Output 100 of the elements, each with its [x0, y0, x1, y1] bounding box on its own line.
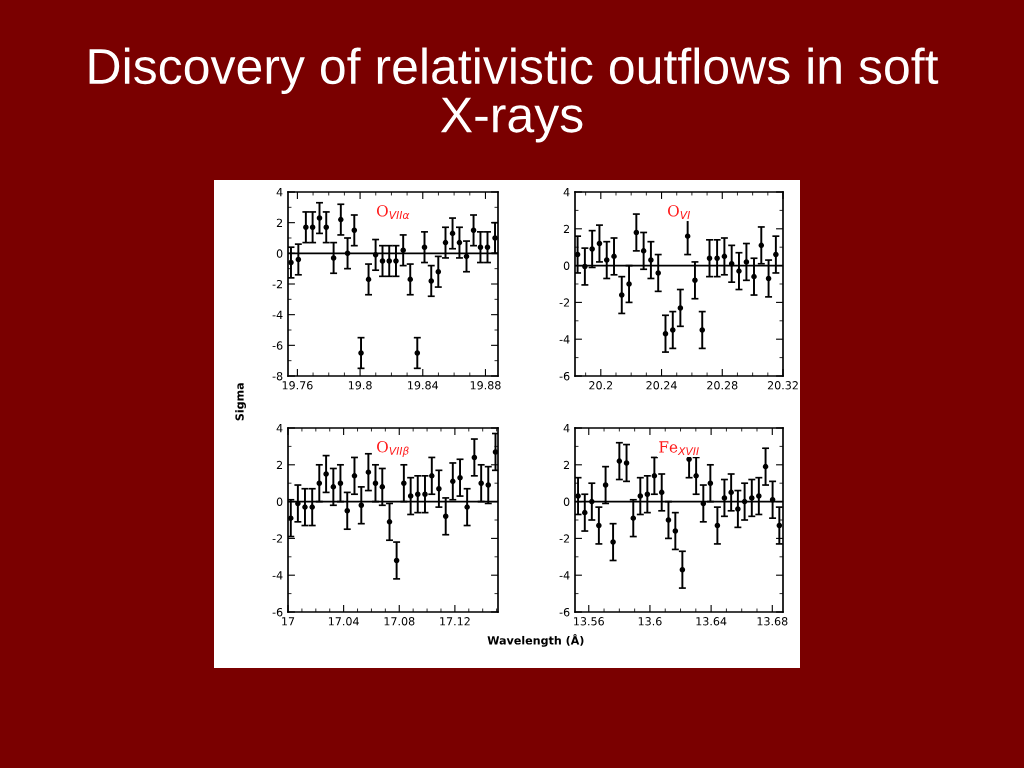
- point: [428, 278, 435, 284]
- y-tick-label: 0: [276, 497, 283, 506]
- point: [677, 305, 684, 311]
- point: [603, 257, 610, 263]
- point: [358, 502, 365, 509]
- point: [372, 252, 379, 258]
- point: [743, 259, 750, 265]
- x-tick-label: 20.32: [767, 381, 798, 390]
- y-tick-label: 0: [563, 497, 570, 506]
- y-tick-label: 4: [563, 424, 570, 433]
- point: [596, 240, 603, 247]
- point: [749, 495, 755, 501]
- point: [421, 244, 428, 250]
- x-tick-label: 19.84: [408, 381, 439, 390]
- point: [442, 239, 449, 246]
- x-tick-label: 13.6: [638, 617, 662, 626]
- point: [309, 504, 315, 510]
- y-tick-label: 4: [276, 188, 283, 197]
- x-tick-label: 13.64: [696, 617, 727, 626]
- point: [679, 566, 686, 573]
- y-tick-label: 2: [563, 224, 570, 234]
- point: [303, 224, 309, 231]
- point: [477, 244, 484, 250]
- point: [302, 504, 308, 510]
- point: [471, 454, 478, 461]
- point: [484, 244, 491, 250]
- y-tick-label: -4: [272, 310, 283, 319]
- x-tick-label: 17.04: [328, 617, 359, 626]
- point: [626, 281, 632, 287]
- point: [323, 224, 330, 231]
- y-tick-label: -6: [559, 607, 570, 617]
- x-tick-label: 19.88: [470, 381, 501, 390]
- point: [386, 258, 393, 264]
- point: [288, 515, 294, 521]
- point: [686, 456, 692, 463]
- y-tick-label: -2: [559, 298, 570, 307]
- point: [407, 276, 414, 283]
- point: [714, 255, 720, 262]
- point: [741, 498, 748, 505]
- point: [344, 250, 351, 257]
- point: [379, 258, 386, 264]
- point: [706, 255, 713, 262]
- point: [464, 504, 470, 510]
- point: [435, 268, 442, 275]
- point: [611, 253, 617, 260]
- y-tick-label: -2: [559, 534, 570, 543]
- x-tick-label: 17: [282, 617, 295, 626]
- x-tick-label: 13.68: [757, 617, 788, 626]
- point: [338, 216, 344, 223]
- point: [762, 463, 769, 470]
- annotation: O$_{VIIα}$: [376, 205, 410, 220]
- point: [449, 230, 456, 237]
- point: [323, 471, 329, 477]
- point: [414, 491, 421, 498]
- point: [589, 246, 595, 252]
- x-tick-label: 17.08: [384, 617, 415, 626]
- point: [728, 489, 734, 496]
- y-tick-label: 4: [563, 188, 570, 197]
- x-axis-title: Wavelength (Å): [487, 634, 584, 647]
- x-tick-label: 17.12: [440, 617, 470, 626]
- point: [669, 327, 676, 333]
- point: [414, 350, 421, 356]
- y-tick-label: -6: [272, 607, 283, 617]
- point: [330, 255, 337, 261]
- point: [386, 519, 393, 525]
- x-tick-label: 13.56: [574, 617, 604, 626]
- y-tick-label: 0: [563, 261, 570, 270]
- point: [692, 277, 698, 284]
- point: [758, 242, 765, 249]
- point: [756, 493, 762, 499]
- point: [769, 496, 776, 503]
- y-axis-title: Sigma: [235, 383, 246, 421]
- y-tick-label: -4: [559, 571, 570, 580]
- point: [316, 480, 323, 486]
- y-tick-label: -4: [272, 571, 283, 580]
- annotation: O$_{VIIβ}$: [377, 440, 409, 457]
- point: [379, 484, 386, 490]
- point: [610, 539, 616, 545]
- point: [575, 251, 581, 258]
- point: [407, 493, 414, 499]
- y-tick-label: 2: [563, 460, 570, 470]
- point: [372, 480, 379, 486]
- point: [450, 478, 456, 485]
- point: [575, 493, 581, 499]
- point: [616, 458, 623, 464]
- point: [456, 239, 463, 246]
- point: [776, 522, 783, 529]
- point: [358, 350, 364, 356]
- annotation: O$_{VI}$: [668, 205, 691, 219]
- y-tick-label: -6: [559, 371, 570, 381]
- x-tick-label: 20.24: [646, 381, 677, 390]
- x-tick-label: 19.76: [282, 381, 313, 390]
- point: [648, 257, 654, 263]
- point: [721, 253, 728, 260]
- point: [651, 473, 658, 479]
- y-tick-label: -2: [272, 279, 283, 289]
- point: [344, 508, 351, 514]
- point: [640, 248, 647, 254]
- point: [655, 270, 661, 276]
- point: [401, 480, 407, 486]
